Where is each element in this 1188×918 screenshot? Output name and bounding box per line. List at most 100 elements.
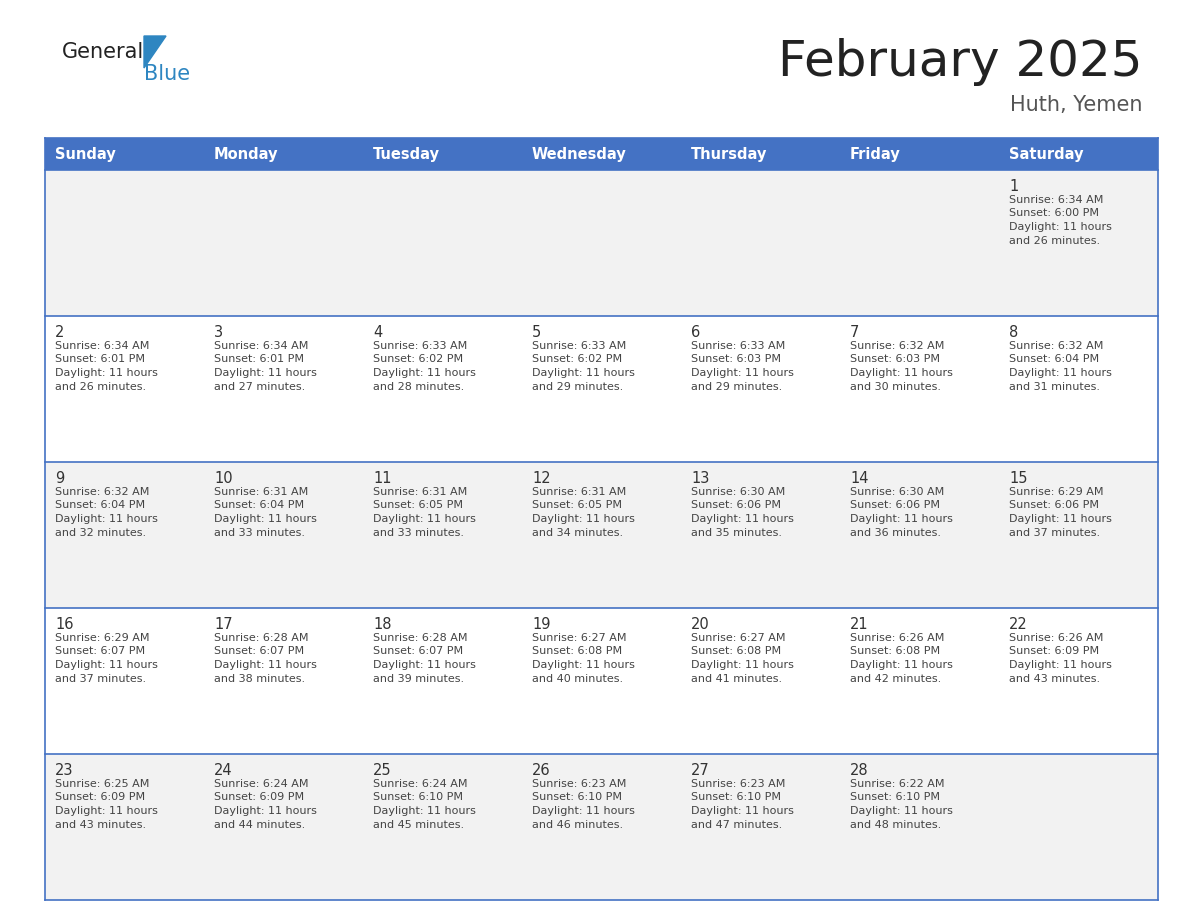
Text: Sunrise: 6:32 AM: Sunrise: 6:32 AM: [849, 341, 944, 351]
Text: and 30 minutes.: and 30 minutes.: [849, 382, 941, 391]
Text: Sunset: 6:07 PM: Sunset: 6:07 PM: [55, 646, 145, 656]
Text: Daylight: 11 hours: Daylight: 11 hours: [691, 368, 794, 378]
Text: 23: 23: [55, 763, 74, 778]
Text: Sunset: 6:09 PM: Sunset: 6:09 PM: [1009, 646, 1099, 656]
Text: and 43 minutes.: and 43 minutes.: [55, 820, 146, 830]
Text: 6: 6: [691, 325, 700, 340]
Text: and 46 minutes.: and 46 minutes.: [532, 820, 624, 830]
Text: Daylight: 11 hours: Daylight: 11 hours: [214, 368, 317, 378]
Text: Daylight: 11 hours: Daylight: 11 hours: [214, 660, 317, 670]
Text: Sunrise: 6:34 AM: Sunrise: 6:34 AM: [214, 341, 309, 351]
Text: Thursday: Thursday: [691, 147, 767, 162]
Text: Daylight: 11 hours: Daylight: 11 hours: [532, 514, 634, 524]
Text: Daylight: 11 hours: Daylight: 11 hours: [849, 368, 953, 378]
Text: Wednesday: Wednesday: [532, 147, 627, 162]
Text: and 29 minutes.: and 29 minutes.: [532, 382, 624, 391]
Text: 21: 21: [849, 617, 868, 632]
Text: 14: 14: [849, 471, 868, 486]
Text: and 33 minutes.: and 33 minutes.: [214, 528, 305, 538]
Bar: [45, 754, 1158, 900]
Text: and 47 minutes.: and 47 minutes.: [691, 820, 782, 830]
Text: Daylight: 11 hours: Daylight: 11 hours: [691, 514, 794, 524]
Text: Sunrise: 6:31 AM: Sunrise: 6:31 AM: [532, 487, 626, 497]
Text: Sunset: 6:02 PM: Sunset: 6:02 PM: [373, 354, 463, 364]
Text: Daylight: 11 hours: Daylight: 11 hours: [373, 368, 476, 378]
Text: Blue: Blue: [144, 64, 190, 84]
Text: Sunset: 6:04 PM: Sunset: 6:04 PM: [1009, 354, 1099, 364]
Text: 22: 22: [1009, 617, 1028, 632]
Text: Sunrise: 6:33 AM: Sunrise: 6:33 AM: [691, 341, 785, 351]
Text: 15: 15: [1009, 471, 1028, 486]
Text: 24: 24: [214, 763, 233, 778]
Text: 16: 16: [55, 617, 74, 632]
Text: Sunset: 6:03 PM: Sunset: 6:03 PM: [691, 354, 781, 364]
Text: Daylight: 11 hours: Daylight: 11 hours: [1009, 514, 1112, 524]
Text: Sunset: 6:01 PM: Sunset: 6:01 PM: [55, 354, 145, 364]
Text: Monday: Monday: [214, 147, 278, 162]
Text: and 41 minutes.: and 41 minutes.: [691, 674, 782, 684]
Text: Sunrise: 6:28 AM: Sunrise: 6:28 AM: [373, 633, 468, 643]
Text: Daylight: 11 hours: Daylight: 11 hours: [691, 660, 794, 670]
Text: Daylight: 11 hours: Daylight: 11 hours: [55, 368, 158, 378]
Polygon shape: [144, 36, 166, 68]
Text: Sunset: 6:08 PM: Sunset: 6:08 PM: [532, 646, 623, 656]
Text: Daylight: 11 hours: Daylight: 11 hours: [849, 660, 953, 670]
Text: Daylight: 11 hours: Daylight: 11 hours: [214, 514, 317, 524]
Text: Huth, Yemen: Huth, Yemen: [1011, 95, 1143, 115]
Text: Daylight: 11 hours: Daylight: 11 hours: [532, 368, 634, 378]
Text: General: General: [62, 42, 144, 62]
Text: and 31 minutes.: and 31 minutes.: [1009, 382, 1100, 391]
Text: and 28 minutes.: and 28 minutes.: [373, 382, 465, 391]
Bar: [45, 316, 1158, 462]
Bar: [45, 608, 1158, 754]
Bar: [45, 138, 1158, 170]
Text: Sunrise: 6:32 AM: Sunrise: 6:32 AM: [55, 487, 150, 497]
Text: and 36 minutes.: and 36 minutes.: [849, 528, 941, 538]
Text: and 39 minutes.: and 39 minutes.: [373, 674, 465, 684]
Text: 3: 3: [214, 325, 223, 340]
Text: Sunday: Sunday: [55, 147, 115, 162]
Text: 25: 25: [373, 763, 392, 778]
Text: February 2025: February 2025: [778, 38, 1143, 86]
Text: Sunrise: 6:25 AM: Sunrise: 6:25 AM: [55, 779, 150, 789]
Text: Daylight: 11 hours: Daylight: 11 hours: [214, 806, 317, 816]
Text: and 45 minutes.: and 45 minutes.: [373, 820, 465, 830]
Text: 26: 26: [532, 763, 550, 778]
Text: Sunset: 6:04 PM: Sunset: 6:04 PM: [55, 500, 145, 510]
Text: 27: 27: [691, 763, 709, 778]
Text: Daylight: 11 hours: Daylight: 11 hours: [1009, 368, 1112, 378]
Text: Sunrise: 6:33 AM: Sunrise: 6:33 AM: [532, 341, 626, 351]
Bar: [45, 170, 1158, 316]
Text: 11: 11: [373, 471, 392, 486]
Text: Sunrise: 6:26 AM: Sunrise: 6:26 AM: [1009, 633, 1104, 643]
Text: 4: 4: [373, 325, 383, 340]
Text: Sunrise: 6:24 AM: Sunrise: 6:24 AM: [373, 779, 468, 789]
Text: Daylight: 11 hours: Daylight: 11 hours: [532, 660, 634, 670]
Text: 10: 10: [214, 471, 233, 486]
Text: Sunset: 6:03 PM: Sunset: 6:03 PM: [849, 354, 940, 364]
Text: Sunrise: 6:30 AM: Sunrise: 6:30 AM: [691, 487, 785, 497]
Text: Daylight: 11 hours: Daylight: 11 hours: [373, 514, 476, 524]
Text: Sunrise: 6:30 AM: Sunrise: 6:30 AM: [849, 487, 944, 497]
Text: and 34 minutes.: and 34 minutes.: [532, 528, 624, 538]
Text: and 43 minutes.: and 43 minutes.: [1009, 674, 1100, 684]
Text: Sunrise: 6:24 AM: Sunrise: 6:24 AM: [214, 779, 309, 789]
Text: and 35 minutes.: and 35 minutes.: [691, 528, 782, 538]
Text: 12: 12: [532, 471, 550, 486]
Text: Daylight: 11 hours: Daylight: 11 hours: [691, 806, 794, 816]
Text: Daylight: 11 hours: Daylight: 11 hours: [849, 806, 953, 816]
Text: Sunset: 6:10 PM: Sunset: 6:10 PM: [849, 792, 940, 802]
Text: Sunset: 6:05 PM: Sunset: 6:05 PM: [532, 500, 623, 510]
Text: Sunset: 6:02 PM: Sunset: 6:02 PM: [532, 354, 623, 364]
Text: Sunset: 6:08 PM: Sunset: 6:08 PM: [691, 646, 782, 656]
Text: Sunrise: 6:33 AM: Sunrise: 6:33 AM: [373, 341, 467, 351]
Text: Sunset: 6:10 PM: Sunset: 6:10 PM: [691, 792, 781, 802]
Text: and 37 minutes.: and 37 minutes.: [55, 674, 146, 684]
Text: 28: 28: [849, 763, 868, 778]
Text: 2: 2: [55, 325, 64, 340]
Text: Sunset: 6:09 PM: Sunset: 6:09 PM: [55, 792, 145, 802]
Text: Saturday: Saturday: [1009, 147, 1083, 162]
Text: 1: 1: [1009, 179, 1018, 194]
Text: Sunset: 6:07 PM: Sunset: 6:07 PM: [214, 646, 304, 656]
Text: and 38 minutes.: and 38 minutes.: [214, 674, 305, 684]
